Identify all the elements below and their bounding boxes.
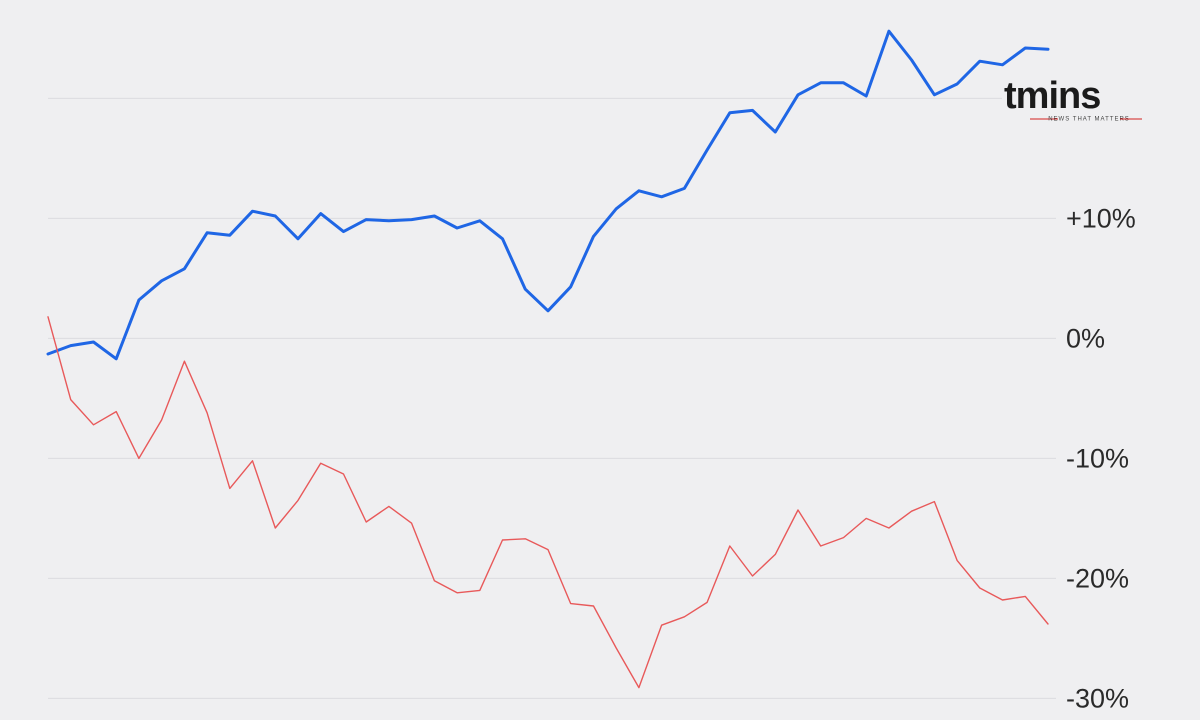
logo: tmins NEWS THAT MATTERS	[1002, 75, 1152, 124]
y-tick-label: +10%	[1066, 204, 1136, 234]
y-tick-label: -20%	[1066, 564, 1129, 594]
y-tick-label: 0%	[1066, 324, 1105, 354]
logo-name: tmins	[1004, 75, 1100, 117]
logo-tagline: NEWS THAT MATTERS	[1048, 117, 1130, 123]
y-tick-label: -30%	[1066, 684, 1129, 714]
logo-backdrop	[1002, 78, 1152, 124]
series-line	[47, 316, 1049, 689]
series-line	[46, 29, 1050, 361]
y-tick-label: -10%	[1066, 444, 1129, 474]
